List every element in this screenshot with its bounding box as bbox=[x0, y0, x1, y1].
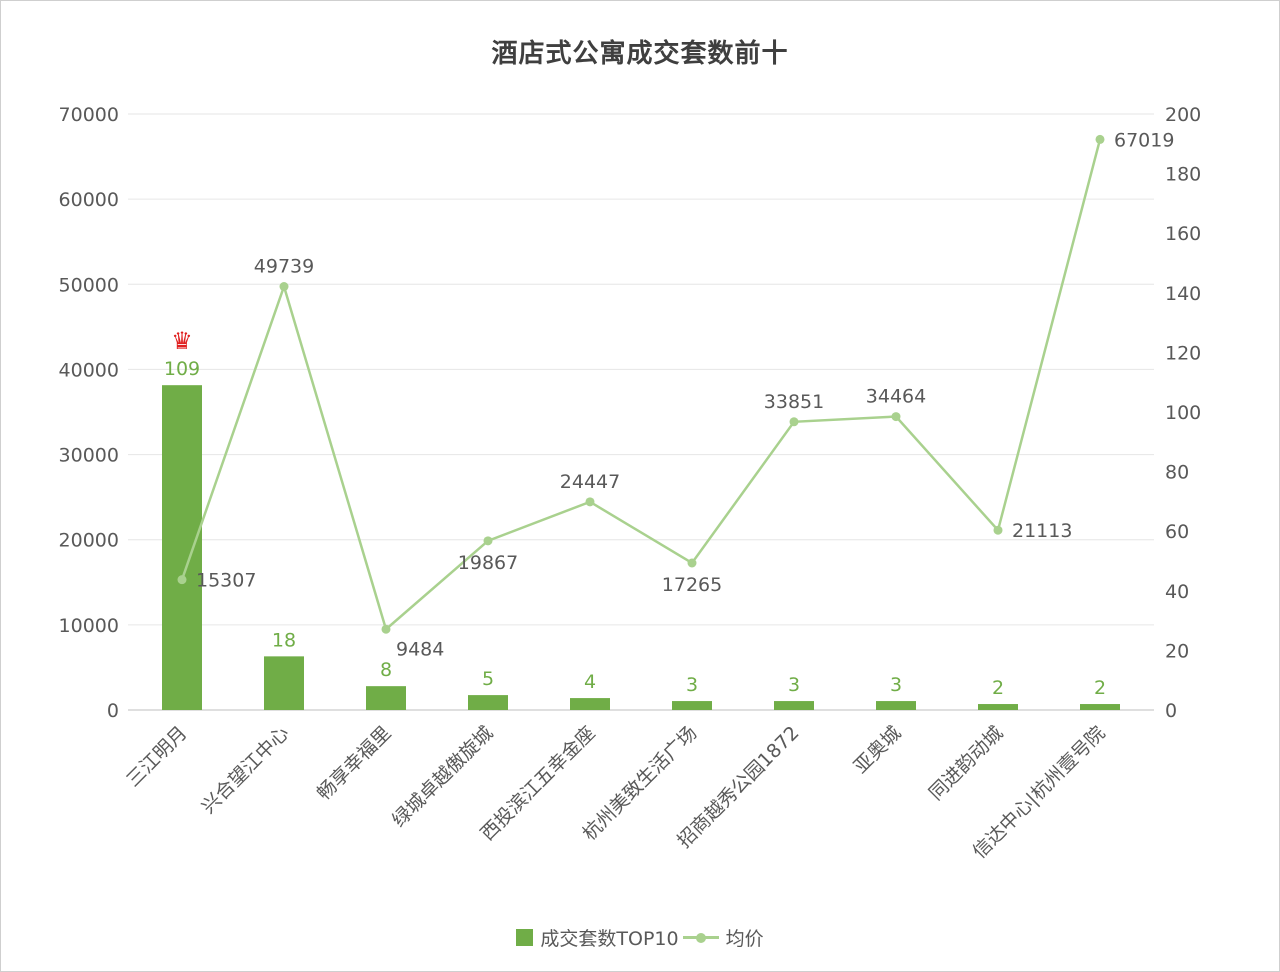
bar-value-label: 4 bbox=[584, 671, 596, 693]
line-point bbox=[687, 558, 697, 568]
left-axis-tick-label: 60000 bbox=[59, 189, 119, 211]
category-label: 同进韵动城 bbox=[925, 722, 1008, 805]
chart-title: 酒店式公寓成交套数前十 bbox=[491, 39, 789, 69]
bar bbox=[570, 698, 610, 710]
price-value-label: 19867 bbox=[458, 552, 518, 574]
left-axis-tick-label: 10000 bbox=[59, 615, 119, 637]
bar-value-label: 2 bbox=[1094, 677, 1106, 699]
bar bbox=[162, 385, 202, 710]
price-value-label: 49739 bbox=[254, 256, 314, 278]
bar bbox=[876, 701, 916, 710]
legend-item-bar-series: 成交套数TOP10 bbox=[516, 924, 679, 951]
line-point bbox=[789, 417, 799, 427]
bar-value-label: 3 bbox=[686, 674, 698, 696]
bar-value-label: 5 bbox=[482, 668, 494, 690]
bar-value-label: 18 bbox=[272, 629, 296, 651]
bar-value-label: 8 bbox=[380, 659, 392, 681]
right-axis-tick-label: 80 bbox=[1165, 462, 1189, 484]
line-series-swatch bbox=[682, 936, 719, 939]
bar bbox=[774, 701, 814, 710]
crown-icon: ♛ bbox=[171, 327, 193, 355]
right-axis-tick-label: 200 bbox=[1165, 104, 1201, 126]
right-axis-tick-label: 160 bbox=[1165, 223, 1201, 245]
left-axis-tick-label: 40000 bbox=[59, 359, 119, 381]
right-axis-tick-label: 0 bbox=[1165, 700, 1177, 722]
bar-value-label: 3 bbox=[890, 674, 902, 696]
price-value-label: 24447 bbox=[560, 471, 620, 493]
bar bbox=[366, 686, 406, 710]
bar bbox=[468, 695, 508, 710]
bar bbox=[264, 656, 304, 710]
line-point bbox=[279, 282, 289, 292]
left-axis-tick-label: 0 bbox=[107, 700, 119, 722]
legend-item-line-series: 均价 bbox=[682, 924, 764, 951]
legend-label-line-series: 均价 bbox=[725, 928, 764, 950]
category-label: 亚奥城 bbox=[850, 722, 906, 778]
price-value-label: 34464 bbox=[866, 386, 926, 408]
bar-value-label: 2 bbox=[992, 677, 1004, 699]
left-axis-tick-label: 50000 bbox=[59, 274, 119, 296]
category-label: 三江明月 bbox=[122, 722, 191, 791]
line-point bbox=[993, 525, 1003, 535]
left-axis-tick-label: 30000 bbox=[59, 445, 119, 467]
bar-value-label: 3 bbox=[788, 674, 800, 696]
price-value-label: 9484 bbox=[396, 638, 444, 660]
price-value-label: 67019 bbox=[1114, 129, 1174, 151]
bar-series-swatch bbox=[516, 929, 534, 946]
line-point bbox=[891, 412, 901, 422]
line-point bbox=[483, 536, 493, 546]
line-point bbox=[177, 575, 187, 585]
line-point bbox=[1095, 134, 1105, 144]
right-axis-tick-label: 60 bbox=[1165, 521, 1189, 543]
price-value-label: 15307 bbox=[196, 570, 256, 592]
right-axis-tick-label: 140 bbox=[1165, 283, 1201, 305]
price-value-label: 21113 bbox=[1012, 520, 1072, 542]
category-label: 兴合望江中心 bbox=[197, 722, 293, 818]
bar bbox=[672, 701, 712, 710]
right-axis-tick-label: 20 bbox=[1165, 640, 1189, 662]
line-point bbox=[585, 497, 595, 507]
right-axis-tick-label: 40 bbox=[1165, 581, 1189, 603]
bar bbox=[978, 704, 1018, 710]
line-point bbox=[381, 624, 391, 634]
category-label: 绿城卓越傲旋城 bbox=[388, 722, 498, 832]
left-axis-tick-label: 70000 bbox=[59, 104, 119, 126]
legend-label-bar-series: 成交套数TOP10 bbox=[540, 928, 679, 950]
price-value-label: 17265 bbox=[662, 574, 722, 596]
bar-value-label: 109 bbox=[164, 358, 200, 380]
chart-legend: 成交套数TOP10 均价 bbox=[1, 924, 1279, 951]
price-value-label: 33851 bbox=[764, 391, 824, 413]
category-label: 畅享幸福里 bbox=[313, 722, 396, 805]
right-axis-tick-label: 180 bbox=[1165, 164, 1201, 186]
bar bbox=[1080, 704, 1120, 710]
price-line bbox=[180, 139, 1102, 632]
left-axis-tick-label: 20000 bbox=[59, 530, 119, 552]
right-axis-tick-label: 100 bbox=[1165, 402, 1201, 424]
right-axis-tick-label: 120 bbox=[1165, 342, 1201, 364]
